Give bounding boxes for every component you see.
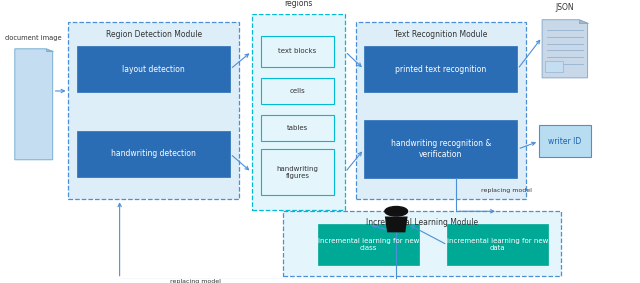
Polygon shape <box>15 49 52 160</box>
Text: replacing model: replacing model <box>170 279 221 283</box>
FancyBboxPatch shape <box>364 120 518 178</box>
Text: replacing model: replacing model <box>481 188 532 193</box>
Text: tables: tables <box>287 125 308 131</box>
Polygon shape <box>46 49 52 52</box>
Polygon shape <box>579 20 588 23</box>
Text: JSON: JSON <box>556 3 574 12</box>
Text: printed text recognition: printed text recognition <box>395 65 486 74</box>
Text: Text Recognition Module: Text Recognition Module <box>394 30 488 39</box>
FancyBboxPatch shape <box>261 149 333 196</box>
Text: text blocks: text blocks <box>278 48 317 54</box>
Text: handwriting detection: handwriting detection <box>111 149 196 158</box>
FancyBboxPatch shape <box>364 46 518 92</box>
FancyBboxPatch shape <box>68 22 239 200</box>
Polygon shape <box>542 20 588 78</box>
FancyBboxPatch shape <box>77 131 230 177</box>
FancyBboxPatch shape <box>539 125 591 157</box>
FancyBboxPatch shape <box>77 46 230 92</box>
FancyBboxPatch shape <box>261 36 333 67</box>
FancyBboxPatch shape <box>283 211 561 276</box>
FancyBboxPatch shape <box>318 224 419 265</box>
FancyBboxPatch shape <box>261 115 333 141</box>
Circle shape <box>385 207 408 216</box>
FancyBboxPatch shape <box>356 22 526 200</box>
Text: incremental learning for new
class: incremental learning for new class <box>317 239 419 252</box>
Polygon shape <box>385 216 408 232</box>
Text: document image: document image <box>5 35 62 41</box>
Text: Incremental Learning Module: Incremental Learning Module <box>366 218 478 227</box>
FancyBboxPatch shape <box>252 14 345 210</box>
Text: layout detection: layout detection <box>122 65 185 74</box>
Text: Region Detection Module: Region Detection Module <box>106 30 202 39</box>
Text: regions: regions <box>284 0 312 8</box>
FancyBboxPatch shape <box>261 78 333 104</box>
Text: incremental learning for new
data: incremental learning for new data <box>447 239 548 252</box>
FancyBboxPatch shape <box>447 224 548 265</box>
Text: cells: cells <box>289 88 305 94</box>
Text: writer ID: writer ID <box>548 137 582 146</box>
Text: handwriting recognition &
verification: handwriting recognition & verification <box>390 140 491 159</box>
Text: handwriting
figures: handwriting figures <box>276 166 318 179</box>
FancyBboxPatch shape <box>545 61 563 72</box>
